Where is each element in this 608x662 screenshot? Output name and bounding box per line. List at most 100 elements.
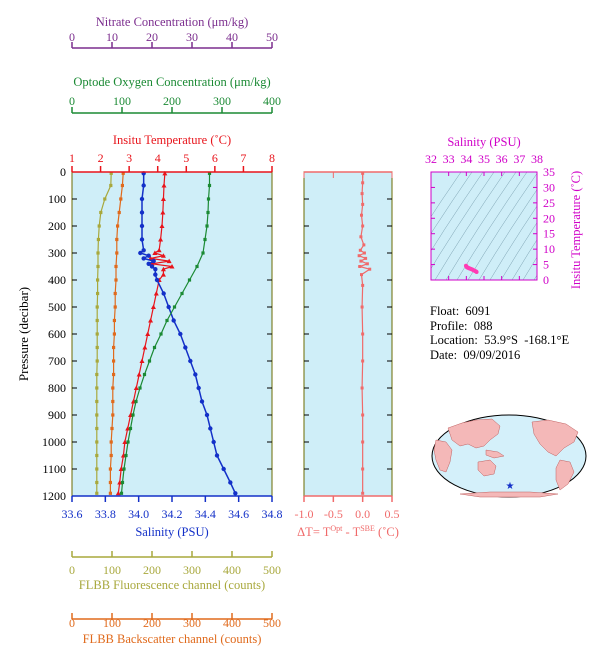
backscatter-point [111,386,115,390]
temperature-point [160,210,166,215]
salinity-tick-label: 34.8 [262,507,283,521]
backscatter-tick-label: 400 [223,616,241,630]
backscatter-tick-label: 300 [183,616,201,630]
pressure-tick-label: 800 [48,381,66,395]
temperature-point [122,439,128,444]
temperature-point [161,183,167,188]
temperature-tick-label: 3 [126,151,132,165]
temperature-tick-label: 7 [240,151,246,165]
fluorescence-point [95,467,99,471]
temperature-point [145,331,151,336]
temperature-point [139,358,145,363]
fluorescence-tick-label: 100 [103,563,121,577]
backscatter-point [112,332,116,336]
temperature-point [156,247,162,253]
salinity-tick-label: 34.4 [195,507,216,521]
ts-salinity-tick-label: 34 [460,152,472,166]
temperature-point [152,250,158,255]
map-land-asia [447,418,501,449]
oxygen-tick-label: 100 [113,94,131,108]
salinity-tick-label: 34.0 [128,507,149,521]
delta-t-point [359,259,363,263]
fluorescence-tick-label: 300 [183,563,201,577]
delta-t-point [361,202,365,206]
delta-t-tick-label: 0.0 [355,507,370,521]
oxygen-point [142,372,147,377]
salinity-point [139,237,145,242]
fluorescence-point [95,305,99,309]
salinity-point [166,304,171,310]
map-land-indonesia [485,449,505,459]
delta-t-tick-label: -1.0 [295,507,314,521]
oxygen-point [120,480,125,485]
ts-density-contour [478,189,537,280]
salinity-point [214,453,220,458]
oxygen-point [207,183,212,188]
salinity-point [146,261,151,266]
delta-t-point [359,235,363,239]
oxygen-tick-label: 400 [263,94,281,108]
fluorescence-point [95,386,99,390]
ts-temperature-tick-label: 35 [543,165,555,179]
fluorescence-point [95,332,99,336]
oxygen-point [206,210,210,215]
delta-t-tick-label: 0.5 [385,507,400,521]
salinity-point [151,258,156,264]
delta-t-point [361,359,365,363]
salinity-tick-label: 34.6 [228,507,249,521]
map-land-north-america [531,419,579,457]
delta-t-title-part: ΔT= T [297,525,331,539]
salinity-point [141,256,146,261]
fluorescence-point [95,318,99,323]
backscatter-point [113,291,117,296]
backscatter-point [109,453,113,458]
backscatter-tick-label: 500 [263,616,281,630]
profile-info-row: Profile: 088 [430,319,569,334]
pressure-tick-label: 700 [48,354,66,368]
backscatter-point [115,237,119,242]
temperature-tick-label: 4 [155,151,161,165]
salinity-point [199,399,205,404]
delta-t-axes: -1.0 -0.5 0.0 0.5 ΔT= TOpt - TSBE (˚C) [295,171,400,539]
delta-t-title-part: - T [342,525,360,539]
oxygen-point [187,278,192,282]
temperature-point [153,291,159,296]
map-land-europe-africa [433,439,453,473]
oxygen-point [147,359,152,363]
delta-t-point [364,256,368,260]
delta-t-point [361,224,365,228]
float-info-row: Float: 6091 [430,304,569,319]
backscatter-point [115,251,119,255]
backscatter-point [112,345,116,350]
map-land-australia [477,459,497,477]
fluorescence-tick-label: 500 [263,563,281,577]
temperature-point [118,466,124,471]
oxygen-point [124,453,128,458]
ts-density-contour [445,172,517,280]
nitrate-tick-label: 10 [106,30,118,44]
ts-salinity-tick-label: 37 [513,152,525,166]
delta-t-point [368,267,372,271]
fluorescence-point [103,197,107,201]
salinity-point [141,248,146,253]
backscatter-point [108,491,112,495]
backscatter-tick-label: 200 [143,616,161,630]
oxygen-point [138,386,142,390]
temperature-point [150,304,156,309]
ts-density-contour [431,172,495,269]
salinity-point [138,250,143,256]
main-panel-series [95,170,238,496]
backscatter-point [112,318,116,323]
backscatter-point [121,171,125,175]
main-panel-background [72,172,272,496]
salinity-tick-label: 34.2 [162,507,183,521]
date-label: Date: [430,347,458,362]
delta-t-point [361,181,365,185]
ts-density-contour [456,172,528,280]
salinity-point [178,331,183,337]
salinity-point [211,439,216,445]
nitrate-tick-label: 50 [266,30,278,44]
float-value: 6091 [465,304,491,318]
delta-t-series [357,171,372,495]
